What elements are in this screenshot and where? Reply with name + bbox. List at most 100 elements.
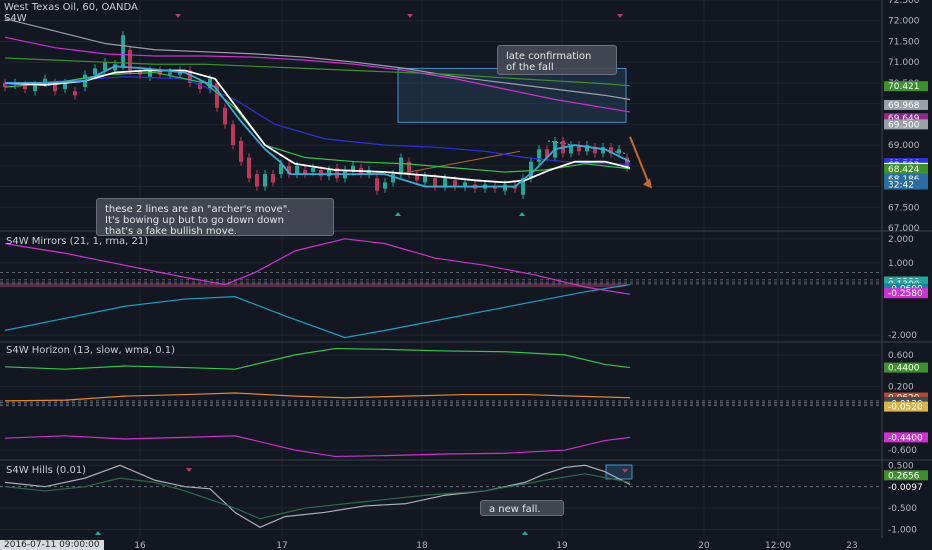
horizon-pane[interactable]	[0, 347, 880, 458]
buy-marker	[395, 212, 401, 216]
price-pane[interactable]	[3, 14, 652, 216]
candle	[453, 180, 457, 187]
candle	[295, 165, 299, 175]
candle	[279, 163, 283, 175]
candle	[247, 157, 251, 179]
candle	[327, 169, 331, 177]
hills-pane[interactable]	[0, 464, 880, 535]
price-tag-label: 69.500	[888, 120, 920, 130]
mirrors-pane[interactable]	[0, 238, 880, 339]
series-line	[4, 69, 631, 184]
candle	[43, 78, 47, 83]
price-tag	[884, 113, 928, 124]
series-line	[4, 464, 631, 528]
price-tag-label: 32:42	[888, 180, 914, 190]
candle	[231, 124, 235, 146]
candle	[215, 82, 219, 108]
candle	[311, 167, 315, 173]
price-tag	[884, 288, 928, 299]
grid	[0, 0, 932, 538]
candle	[93, 68, 97, 75]
candle	[168, 72, 172, 75]
y-tick-label: 71.000	[888, 58, 920, 68]
price-tag-label: 0.2656	[888, 471, 920, 481]
annotation-late-confirmation[interactable]: late confirmation of the fall	[497, 45, 617, 75]
price-tag-label: 69.968	[888, 101, 920, 111]
series-line	[4, 76, 631, 166]
candle	[443, 178, 447, 187]
price-tag-label: -0.0097	[888, 483, 923, 493]
candle	[23, 84, 27, 90]
y-tick-label: -1.000	[888, 525, 917, 535]
y-tick-label: 67.500	[888, 203, 920, 213]
candle	[263, 174, 267, 187]
sell-marker	[186, 468, 192, 472]
candle	[407, 161, 411, 175]
candle	[529, 161, 533, 179]
price-tag-label: -0.4400	[888, 433, 923, 443]
candle	[319, 169, 323, 177]
series-line	[4, 283, 631, 339]
series-line	[5, 65, 631, 188]
y-tick-label: -0.600	[888, 446, 917, 456]
candle	[375, 178, 379, 191]
candle	[493, 186, 497, 189]
price-tag-label: 68.424	[888, 165, 920, 175]
candle	[593, 147, 597, 154]
candle	[121, 35, 125, 67]
chart-title: West Texas Oil, 60, OANDA	[4, 2, 138, 13]
arrow-line	[629, 136, 651, 187]
candle	[513, 186, 517, 189]
candle	[433, 178, 437, 187]
price-tag	[884, 362, 928, 373]
series-line	[4, 473, 631, 520]
cursor-date-label: 2016-07-11 09:00:00	[0, 540, 104, 550]
mirrors-pane-title: S4W Mirrors (21, 1, rma, 21)	[6, 236, 149, 247]
series-line	[4, 18, 631, 101]
series-line	[4, 435, 631, 458]
candle	[351, 165, 355, 173]
series-line	[4, 57, 631, 87]
candle	[335, 167, 339, 179]
candle	[577, 145, 581, 152]
candle	[73, 91, 77, 96]
candle	[391, 174, 395, 183]
y-tick-label: -2.000	[888, 331, 917, 341]
y-tick-label: 0.600	[888, 351, 914, 361]
sell-marker	[175, 14, 181, 18]
candle	[271, 174, 275, 183]
candle	[601, 147, 605, 154]
price-tag	[884, 119, 928, 130]
candle	[585, 145, 589, 152]
buy-marker	[95, 531, 101, 535]
candle	[303, 169, 307, 175]
annotation-new-fall[interactable]: a new fall.	[480, 500, 564, 516]
x-tick-label: 20	[698, 541, 710, 550]
candle	[53, 82, 57, 92]
y-tick-label: 0.500	[888, 461, 914, 471]
arrow-head	[643, 178, 652, 189]
annotation-archers-move[interactable]: these 2 lines are an "archer's move". It…	[96, 198, 334, 237]
horizon-pane-title: S4W Horizon (13, slow, wma, 0.1)	[6, 345, 176, 356]
y-tick-label: -0.500	[888, 504, 917, 514]
band	[0, 283, 625, 288]
buy-marker	[522, 531, 528, 535]
price-tag-label: 69.649	[888, 114, 920, 124]
hills-pane-title: S4W Hills (0.01)	[6, 465, 87, 476]
price-tag	[884, 482, 928, 493]
series-line	[4, 71, 631, 173]
price-axis[interactable]: 72.50072.00071.50071.00070.50070.00069.5…	[884, 0, 928, 535]
time-axis[interactable]: 16 17 18 19 20 12:00 23	[134, 541, 857, 550]
candle	[63, 82, 67, 90]
price-tag-label: 0.4400	[888, 364, 920, 374]
annotation-box	[397, 67, 627, 123]
series-line	[4, 238, 631, 295]
trend-line	[397, 150, 521, 175]
candle	[113, 64, 117, 71]
candle	[545, 149, 549, 158]
candle	[537, 149, 541, 162]
series-line	[4, 36, 631, 113]
price-tag	[884, 163, 928, 174]
candle	[399, 157, 403, 175]
x-tick-label: 19	[556, 541, 568, 550]
